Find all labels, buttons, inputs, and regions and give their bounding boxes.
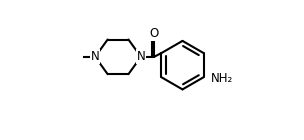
Text: NH₂: NH₂ xyxy=(210,72,233,85)
Text: N: N xyxy=(91,50,99,63)
Text: O: O xyxy=(150,27,159,40)
Text: N: N xyxy=(136,50,145,63)
